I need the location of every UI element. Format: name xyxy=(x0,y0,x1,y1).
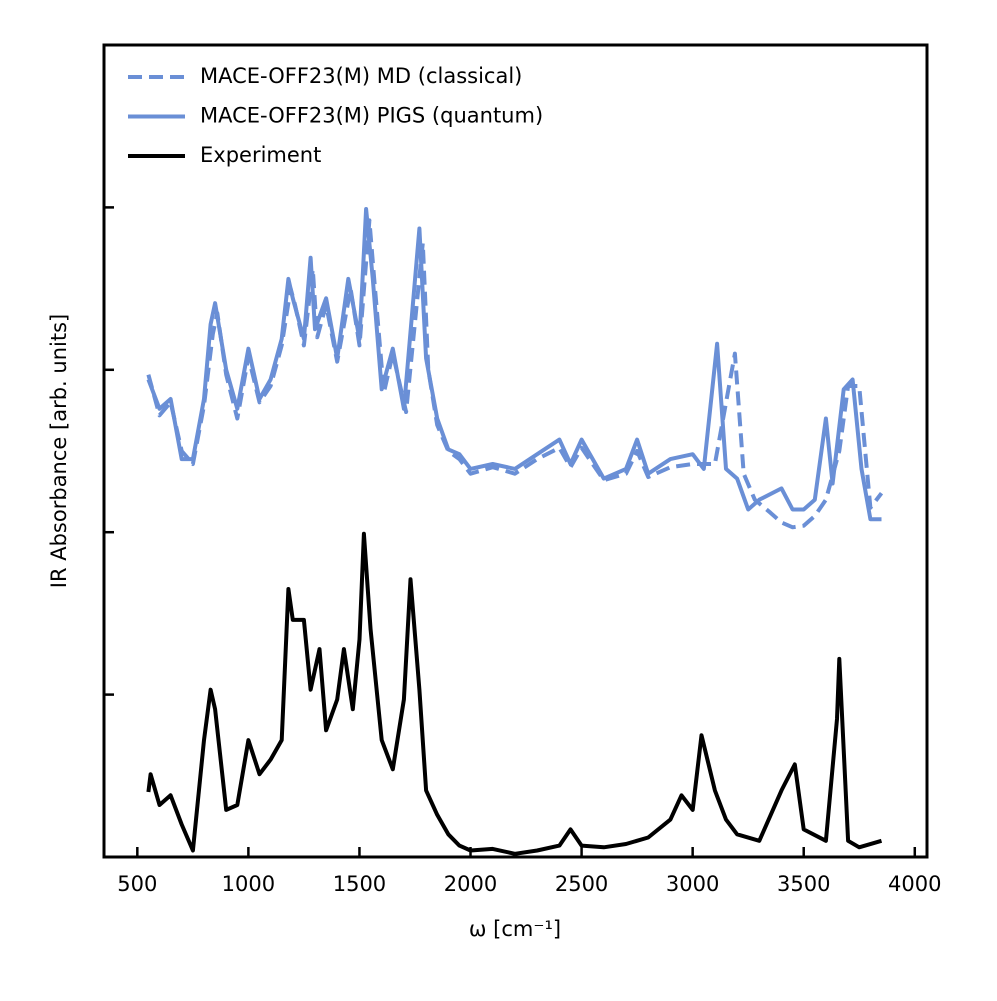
series-line xyxy=(146,218,884,530)
x-tick-label: 3000 xyxy=(666,872,719,896)
x-tick-label: 1000 xyxy=(222,872,275,896)
legend-label: MACE-OFF23(M) PIGS (quantum) xyxy=(200,104,543,128)
x-tick-label: 500 xyxy=(117,872,157,896)
plot-frame xyxy=(102,43,929,859)
y-axis-label: IR Absorbance [arb. units] xyxy=(47,314,71,588)
series-line xyxy=(146,531,883,856)
x-tick-label: 1500 xyxy=(333,872,386,896)
x-tick-label: 4000 xyxy=(888,872,941,896)
x-tick-label: 2000 xyxy=(444,872,497,896)
series-line xyxy=(146,207,882,522)
x-tick-label: 3500 xyxy=(777,872,830,896)
legend-label: MACE-OFF23(M) MD (classical) xyxy=(200,64,522,88)
x-tick-label: 2500 xyxy=(555,872,608,896)
x-axis-label: ω [cm⁻¹] xyxy=(469,917,561,941)
legend-label: Experiment xyxy=(200,143,321,167)
